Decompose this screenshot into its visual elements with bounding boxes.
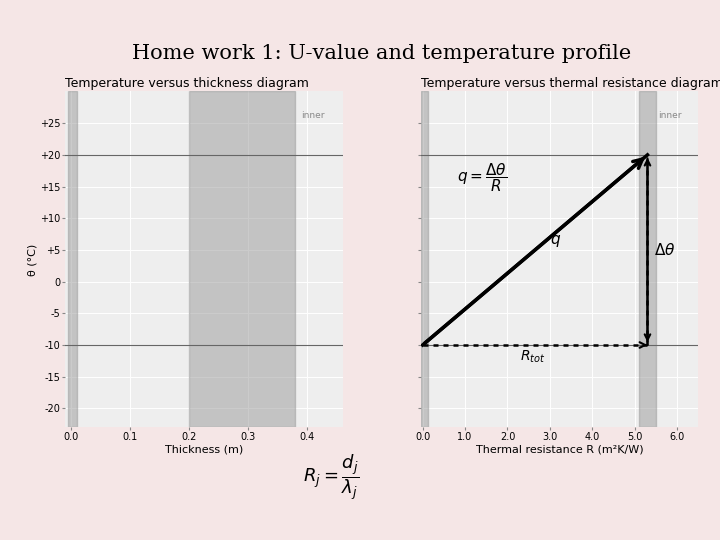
Text: $q$: $q$ [550,233,561,248]
Text: $\Delta\theta$: $\Delta\theta$ [654,242,675,258]
Y-axis label: θ (°C): θ (°C) [27,244,37,275]
Bar [421,91,428,427]
X-axis label: Thermal resistance R (m²K/W): Thermal resistance R (m²K/W) [476,444,643,454]
Bar [639,91,656,427]
Text: $R_j = \dfrac{d_j}{\lambda_j}$: $R_j = \dfrac{d_j}{\lambda_j}$ [303,453,359,502]
Text: $q = \dfrac{\Delta\theta}{R}$: $q = \dfrac{\Delta\theta}{R}$ [456,161,507,194]
Text: inner: inner [301,111,325,119]
X-axis label: Thickness (m): Thickness (m) [165,444,243,454]
Text: Home work 1: U-value and temperature profile: Home work 1: U-value and temperature pro… [132,44,631,63]
Bar [189,91,295,427]
Text: Temperature versus thickness diagram: Temperature versus thickness diagram [65,77,309,90]
Text: Temperature versus thermal resistance diagram: Temperature versus thermal resistance di… [420,77,720,90]
Text: $R_{tot}$: $R_{tot}$ [521,349,546,365]
Bar [68,91,76,427]
Text: inner: inner [658,111,682,119]
